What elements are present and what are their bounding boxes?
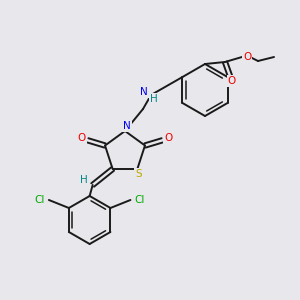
Text: O: O xyxy=(164,133,172,143)
Text: H: H xyxy=(150,94,158,104)
Text: O: O xyxy=(228,76,236,86)
Text: S: S xyxy=(135,169,142,179)
Text: H: H xyxy=(80,175,88,185)
Text: O: O xyxy=(243,52,251,62)
Text: O: O xyxy=(78,133,86,143)
Text: N: N xyxy=(140,87,148,97)
Text: N: N xyxy=(123,121,131,131)
Text: Cl: Cl xyxy=(134,195,145,205)
Text: Cl: Cl xyxy=(35,195,45,205)
